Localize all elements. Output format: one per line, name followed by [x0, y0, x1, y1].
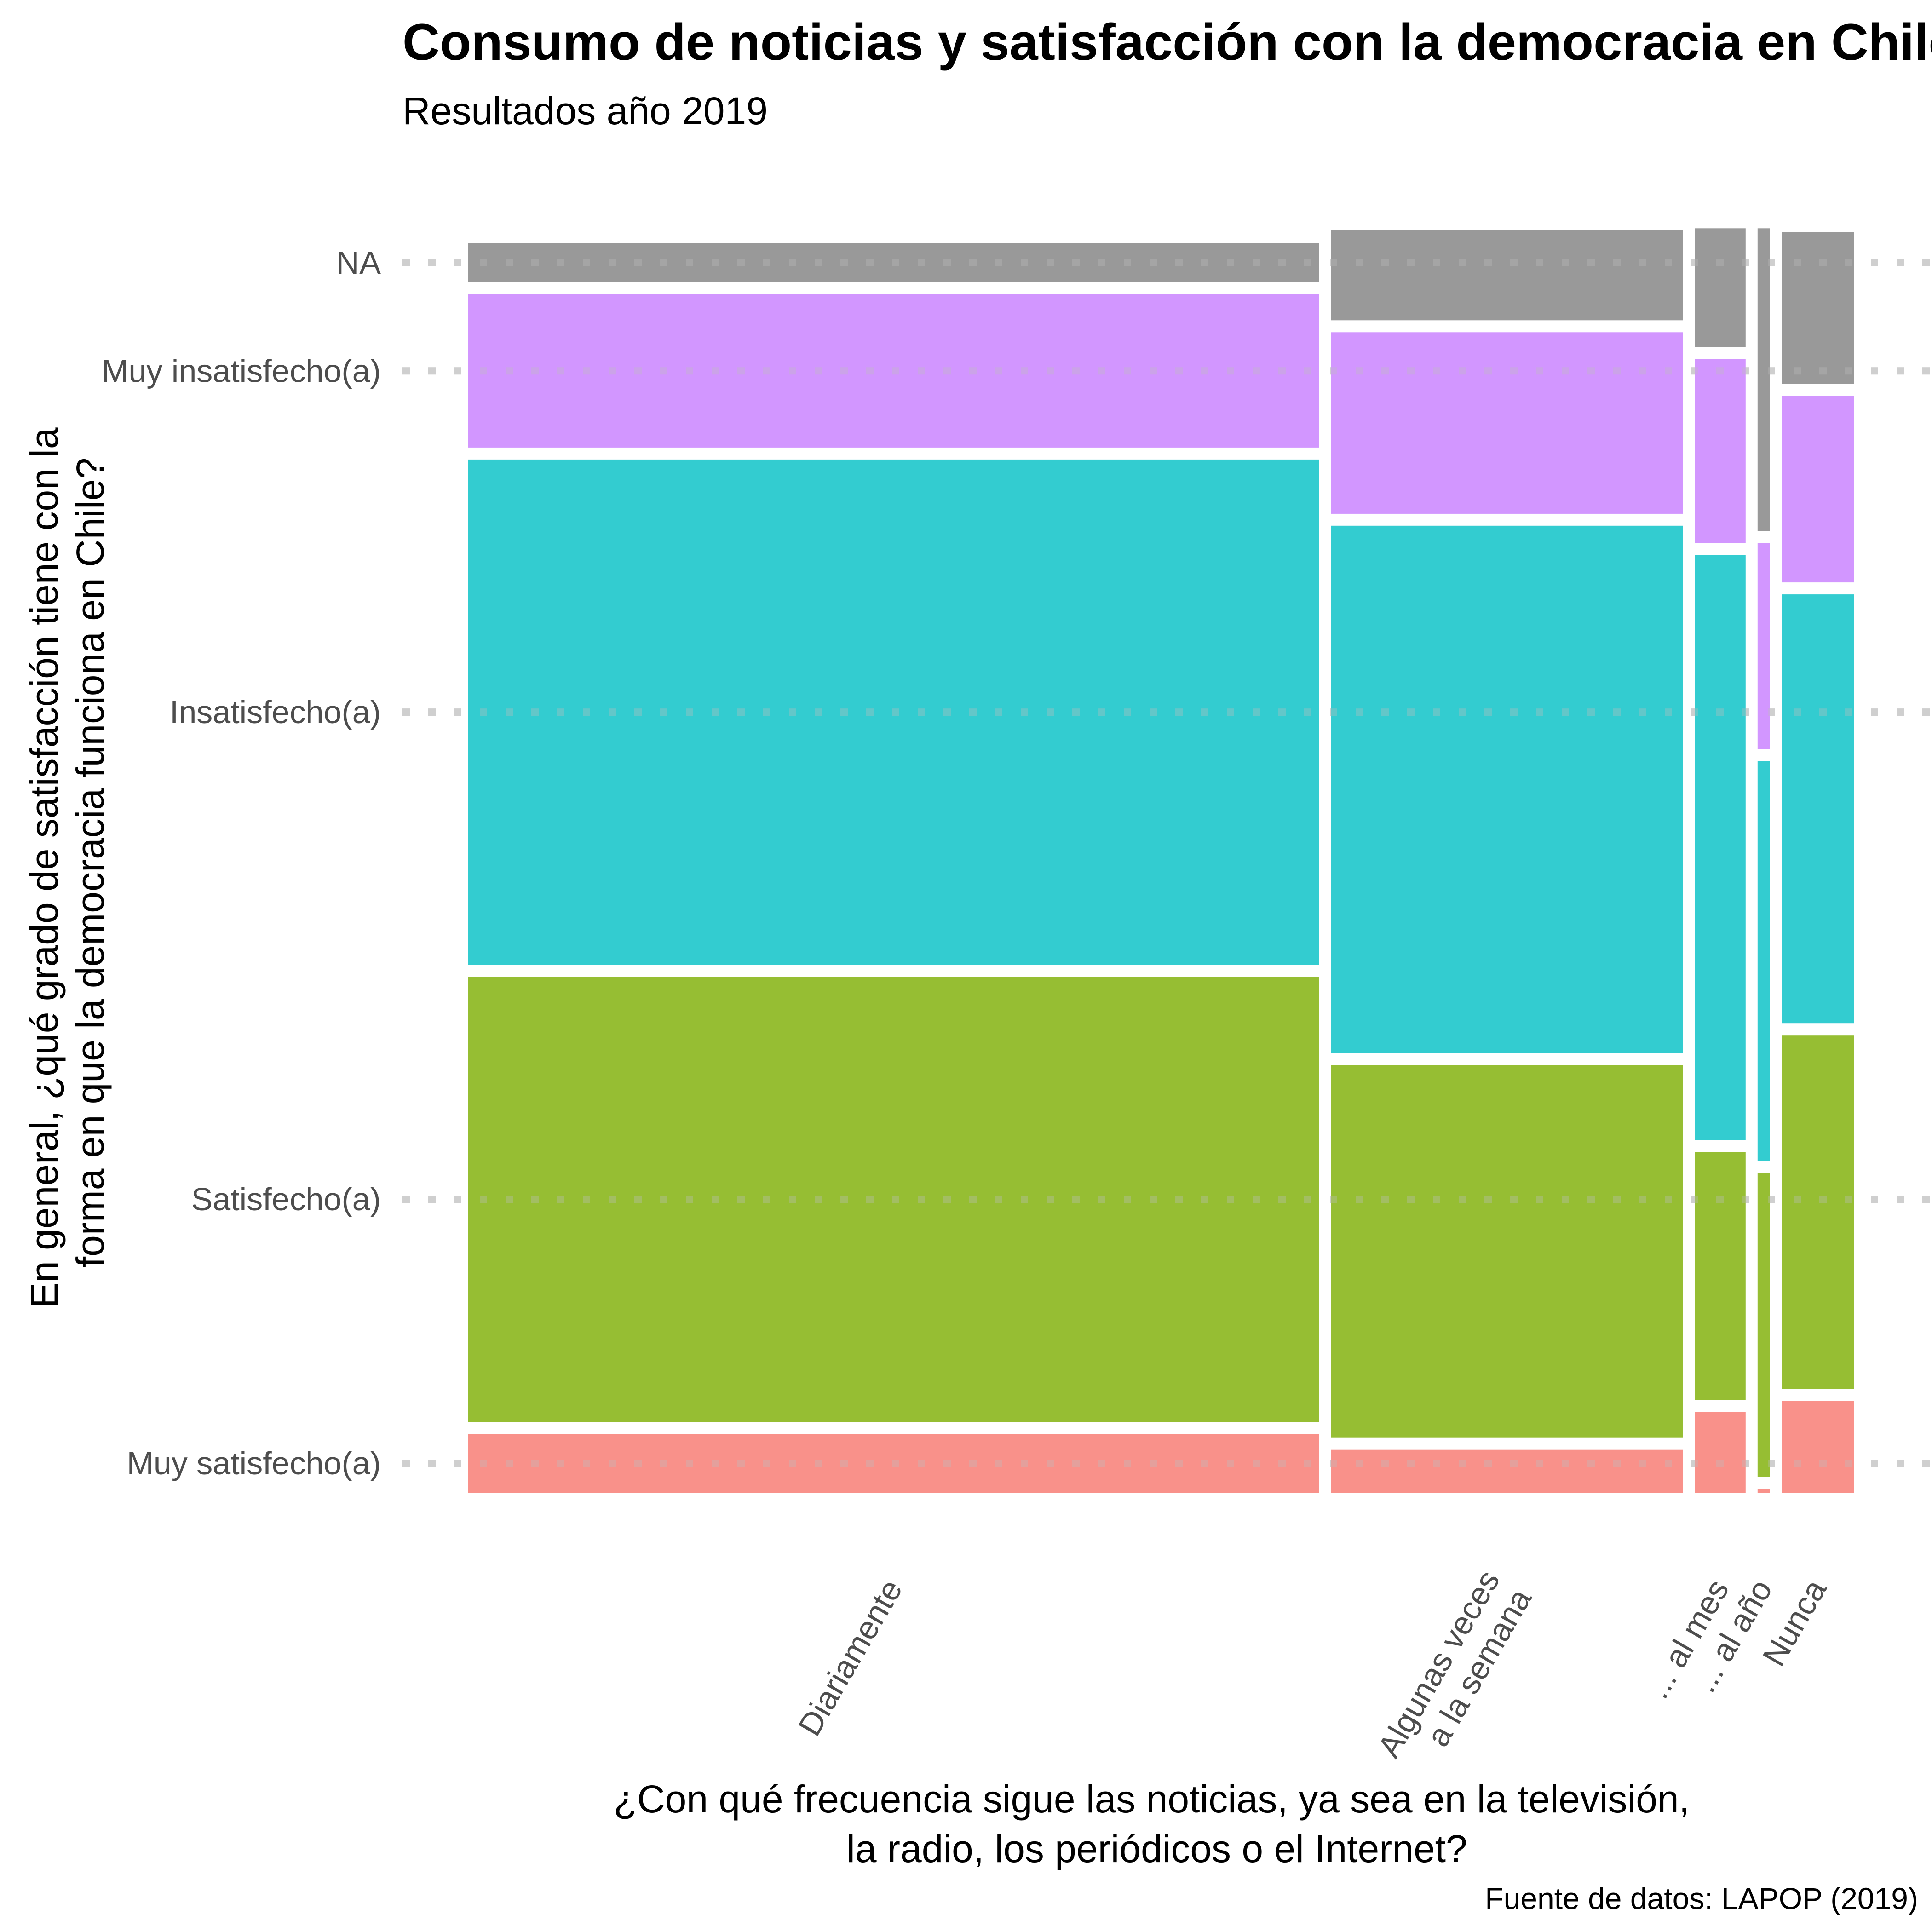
y-axis-title-line-1: En general, ¿qué grado de satisfacción t… [23, 427, 66, 1308]
chart-caption: Fuente de datos: LAPOP (2019) [1485, 1881, 1918, 1915]
tile-al-mes-muy-insatisfecho-a [1695, 359, 1746, 543]
tile-al-mes-muy-satisfecho-a [1695, 1412, 1746, 1493]
tile-al-mes-na [1695, 228, 1746, 347]
x-axis-title-line-1: ¿Con qué frecuencia sigue las noticias, … [614, 1777, 1690, 1821]
tile-algunas-veces-a-la-semana-muy-satisfecho-a [1331, 1449, 1683, 1493]
y-tick-labels: Muy satisfecho(a) Satisfecho(a) Insatisfec… [102, 245, 381, 1481]
tile-algunas-veces-a-la-semana-na [1331, 230, 1683, 321]
tile-diariamente-muy-insatisfecho-a [468, 294, 1319, 448]
tile-nunca-muy-satisfecho-a [1782, 1401, 1854, 1493]
y-axis-title-line-2: forma en que la democracia funciona en C… [69, 458, 112, 1267]
tile-nunca-muy-insatisfecho-a [1782, 396, 1854, 583]
tile-diariamente-satisfecho-a [468, 977, 1319, 1422]
chart-subtitle: Resultados año 2019 [402, 89, 768, 132]
tile-algunas-veces-a-la-semana-muy-insatisfecho-a [1331, 332, 1683, 514]
y-tick-muy-satisfecho-a: Muy satisfecho(a) [127, 1445, 381, 1481]
tile-nunca-na [1782, 232, 1854, 384]
y-tick-satisfecho-a: Satisfecho(a) [191, 1181, 381, 1217]
tile-diariamente-muy-satisfecho-a [468, 1434, 1319, 1493]
tile-algunas-veces-a-la-semana-insatisfecho-a [1331, 525, 1683, 1053]
x-tick-labels: Diariamente Algunas vecesa la semana... a… [791, 1564, 1833, 1782]
tile-al-a-o-muy-satisfecho-a [1757, 1489, 1770, 1493]
x-axis-title: ¿Con qué frecuencia sigue las noticias, … [614, 1777, 1701, 1870]
x-tick-line: Diariamente [791, 1574, 909, 1742]
x-axis-title-line-2: la radio, los periódicos o el Internet? [846, 1827, 1467, 1870]
y-tick-na: NA [336, 245, 381, 281]
tile-al-a-o-satisfecho-a [1757, 1173, 1770, 1477]
tile-al-mes-insatisfecho-a [1695, 555, 1746, 1140]
tile-al-a-o-muy-insatisfecho-a [1757, 543, 1770, 749]
mosaic-tiles [402, 228, 1932, 1493]
x-tick-diariamente: Diariamente [791, 1574, 909, 1742]
tile-algunas-veces-a-la-semana-satisfecho-a [1331, 1065, 1683, 1438]
tile-diariamente-na [468, 243, 1319, 282]
y-tick-insatisfecho-a: Insatisfecho(a) [170, 694, 381, 730]
tile-al-a-o-na [1757, 228, 1770, 531]
chart-title: Consumo de noticias y satisfacción con l… [402, 13, 1932, 71]
y-tick-muy-insatisfecho-a: Muy insatisfecho(a) [102, 353, 381, 389]
y-axis-title: En general, ¿qué grado de satisfacción t… [23, 417, 112, 1308]
tile-diariamente-insatisfecho-a [468, 459, 1319, 965]
tile-al-a-o-insatisfecho-a [1757, 761, 1770, 1161]
x-tick-algunas-veces-a-la-semana: Algunas vecesa la semana [1371, 1564, 1539, 1782]
tile-al-mes-satisfecho-a [1695, 1152, 1746, 1400]
tile-nunca-satisfecho-a [1782, 1035, 1854, 1389]
tile-nunca-insatisfecho-a [1782, 594, 1854, 1024]
